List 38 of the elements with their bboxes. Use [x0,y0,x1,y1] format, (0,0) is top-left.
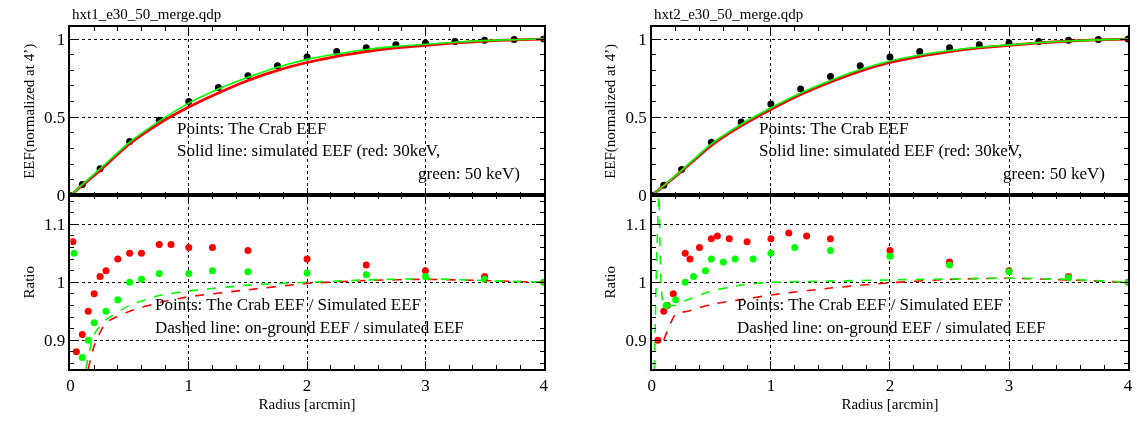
annotation: Points: The Crab EEF / Simulated EEF [737,295,1004,314]
y-tick-label: 0 [638,186,647,206]
annotation: Points: The Crab EEF / Simulated EEF [155,295,422,314]
x-tick-label: 3 [1004,376,1014,396]
y-tick-label: 0.5 [44,108,66,128]
x-tick-label: 2 [885,376,895,396]
y-tick-label: 0.9 [44,331,66,351]
x-tick-label: 2 [302,376,312,396]
x-tick-label: 4 [1123,376,1133,396]
chart-title: hxt1_e30_50_merge.qdp [72,6,222,22]
y-axis-title: EEF(normalized at 4’) [20,43,38,179]
y-tick-label: 0 [56,186,66,206]
y-tick-label: 0.9 [625,331,647,351]
annotation: Solid line: simulated EEF (red: 30keV, [759,141,1023,160]
annotation: Points: The Crab EEF [177,119,327,138]
annotation: Points: The Crab EEF [759,119,909,138]
x-tick-label: 1 [766,376,776,396]
y-tick-label: 1.1 [44,215,66,235]
y-tick-label: 1 [56,273,66,293]
y-tick-label: 1 [56,30,66,50]
x-axis-title: Radius [arcmin] [258,395,356,412]
x-tick-label: 1 [184,376,194,396]
y-tick-label: 1 [638,273,647,293]
x-tick-label: 4 [539,376,549,396]
y-tick-label: 0.5 [625,108,647,128]
x-axis-title: Radius [arcmin] [841,395,939,412]
y-axis-title: Ratio [602,266,619,299]
x-tick-label: 3 [421,376,430,396]
chart-title: hxt2_e30_50_merge.qdp [654,6,804,22]
y-tick-label: 1 [638,30,647,50]
annotation: Solid line: simulated EEF (red: 30keV, [177,141,441,160]
y-tick-label: 1.1 [625,215,647,235]
y-axis-title: Ratio [20,266,37,299]
y-axis-title: EEF(normalized at 4’) [602,43,620,179]
annotation: green: 50 keV) [418,164,520,183]
annotation: Dashed line: on-ground EEF / simulated EEF [155,318,464,337]
annotation: green: 50 keV) [1003,164,1105,183]
annotation: Dashed line: on-ground EEF / simulated EEF [737,318,1046,337]
